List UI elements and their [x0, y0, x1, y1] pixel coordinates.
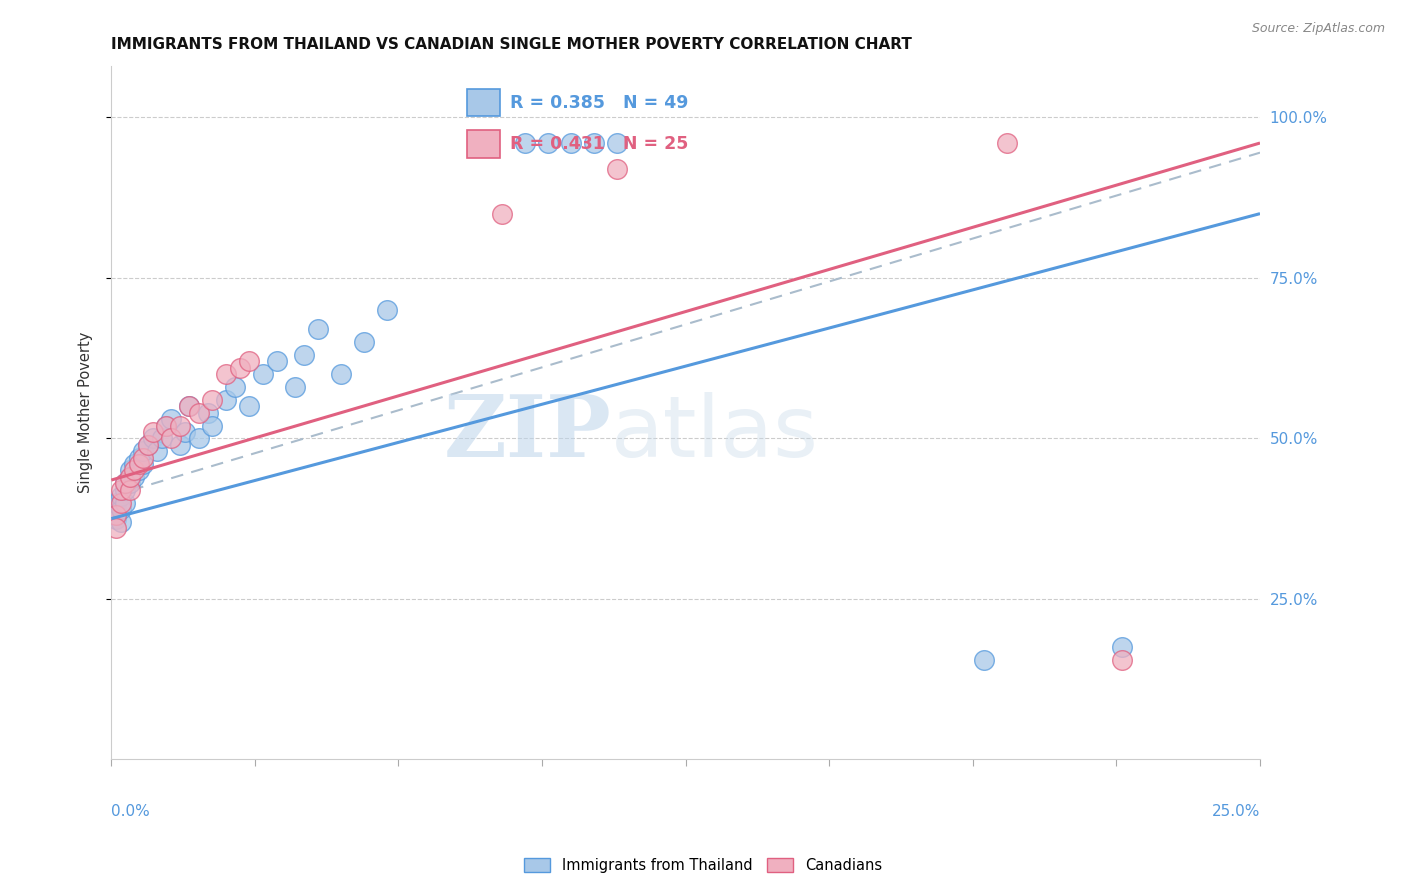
- Point: [307, 322, 329, 336]
- Point: [215, 367, 238, 381]
- Point: [104, 508, 127, 523]
- Text: atlas: atlas: [612, 392, 820, 475]
- Text: ZIP: ZIP: [443, 392, 612, 475]
- Point: [513, 136, 536, 150]
- Legend: Immigrants from Thailand, Canadians: Immigrants from Thailand, Canadians: [516, 851, 890, 880]
- Point: [173, 425, 195, 439]
- Point: [110, 515, 132, 529]
- Point: [136, 438, 159, 452]
- Point: [160, 431, 183, 445]
- Point: [146, 444, 169, 458]
- Point: [582, 136, 605, 150]
- Point: [114, 483, 136, 497]
- Point: [560, 136, 582, 150]
- Point: [118, 463, 141, 477]
- Point: [1111, 640, 1133, 654]
- Point: [104, 508, 127, 523]
- Point: [118, 476, 141, 491]
- Point: [537, 136, 560, 150]
- Point: [104, 502, 127, 516]
- Point: [179, 399, 201, 413]
- Point: [197, 406, 219, 420]
- Point: [375, 302, 398, 317]
- Point: [187, 406, 209, 420]
- Point: [160, 412, 183, 426]
- Text: 0.0%: 0.0%: [111, 805, 150, 820]
- Point: [124, 470, 146, 484]
- Point: [491, 207, 513, 221]
- Point: [224, 380, 246, 394]
- Point: [187, 431, 209, 445]
- Point: [110, 502, 132, 516]
- Y-axis label: Single Mother Poverty: Single Mother Poverty: [79, 332, 93, 493]
- Point: [201, 392, 224, 407]
- Point: [973, 653, 995, 667]
- Point: [136, 438, 159, 452]
- Point: [284, 380, 307, 394]
- Point: [104, 495, 127, 509]
- Point: [142, 431, 165, 445]
- Point: [252, 367, 274, 381]
- Point: [150, 431, 173, 445]
- Point: [118, 470, 141, 484]
- Point: [266, 354, 288, 368]
- Point: [179, 399, 201, 413]
- Point: [110, 495, 132, 509]
- Text: Source: ZipAtlas.com: Source: ZipAtlas.com: [1251, 22, 1385, 36]
- Point: [118, 470, 141, 484]
- Point: [155, 418, 177, 433]
- Point: [238, 354, 260, 368]
- Point: [128, 457, 150, 471]
- Point: [132, 457, 155, 471]
- Point: [128, 463, 150, 477]
- Point: [201, 418, 224, 433]
- Point: [104, 511, 127, 525]
- Point: [330, 367, 353, 381]
- Point: [155, 418, 177, 433]
- Point: [124, 463, 146, 477]
- Point: [132, 444, 155, 458]
- Point: [1111, 653, 1133, 667]
- Point: [606, 136, 628, 150]
- Point: [238, 399, 260, 413]
- Point: [353, 334, 375, 349]
- Point: [128, 450, 150, 465]
- Point: [104, 521, 127, 535]
- Point: [118, 483, 141, 497]
- Point: [124, 457, 146, 471]
- Point: [995, 136, 1018, 150]
- Point: [169, 418, 191, 433]
- Text: IMMIGRANTS FROM THAILAND VS CANADIAN SINGLE MOTHER POVERTY CORRELATION CHART: IMMIGRANTS FROM THAILAND VS CANADIAN SIN…: [111, 37, 912, 53]
- Point: [142, 425, 165, 439]
- Point: [114, 476, 136, 491]
- Point: [292, 348, 315, 362]
- Point: [110, 483, 132, 497]
- Point: [606, 161, 628, 176]
- Point: [229, 360, 252, 375]
- Point: [114, 495, 136, 509]
- Text: 25.0%: 25.0%: [1212, 805, 1260, 820]
- Point: [215, 392, 238, 407]
- Point: [132, 450, 155, 465]
- Point: [169, 438, 191, 452]
- Point: [114, 476, 136, 491]
- Point: [110, 489, 132, 503]
